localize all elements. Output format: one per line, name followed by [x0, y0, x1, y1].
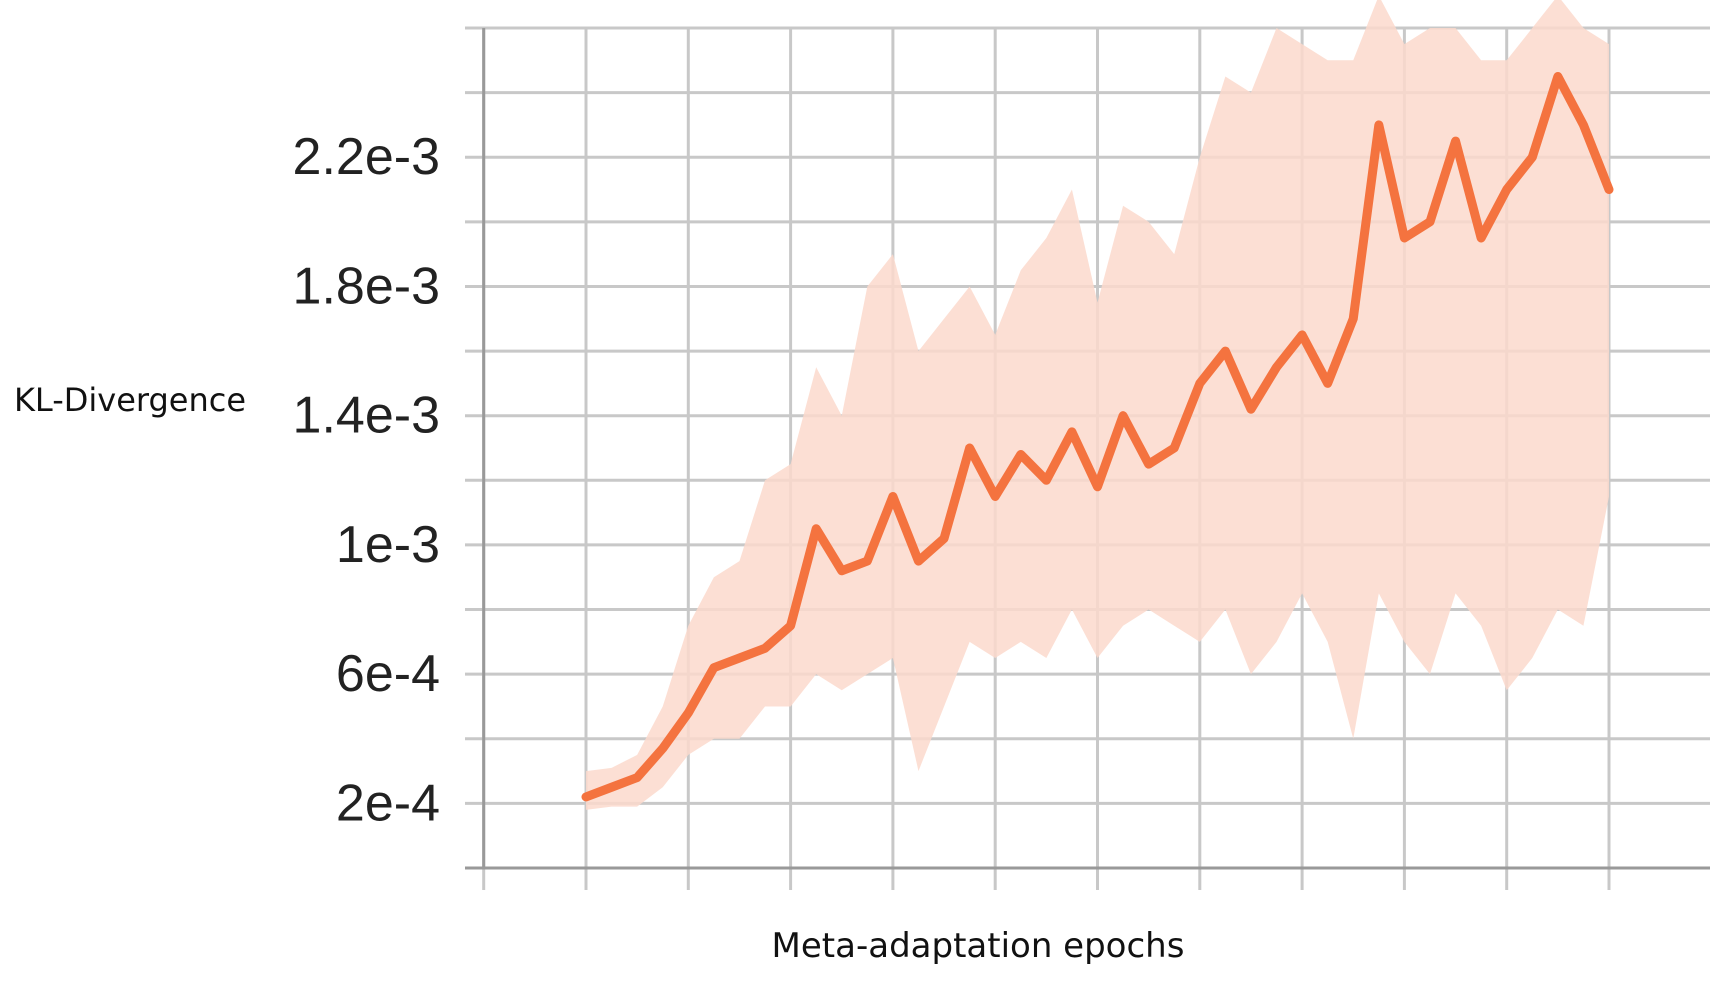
axes — [465, 28, 1710, 870]
y-tick-label: 1.8e-3 — [293, 257, 440, 315]
y-tick-labels: 2.2e-3 1.8e-3 1.4e-3 1e-3 6e-4 2e-4 — [293, 128, 440, 832]
y-tick-label: 1e-3 — [336, 516, 440, 574]
y-tick-label: 2.2e-3 — [293, 128, 440, 186]
y-tick-label: 2e-4 — [336, 774, 440, 832]
raw-variance-band — [586, 0, 1609, 810]
raw-series-band — [586, 0, 1609, 810]
y-tick-label: 6e-4 — [336, 645, 440, 703]
smoothed-series-line — [581, 71, 1614, 802]
y-axis-title: KL-Divergence — [14, 381, 246, 419]
x-axis-title: Meta-adaptation epochs — [772, 926, 1185, 966]
y-tick-label: 1.4e-3 — [293, 387, 440, 445]
